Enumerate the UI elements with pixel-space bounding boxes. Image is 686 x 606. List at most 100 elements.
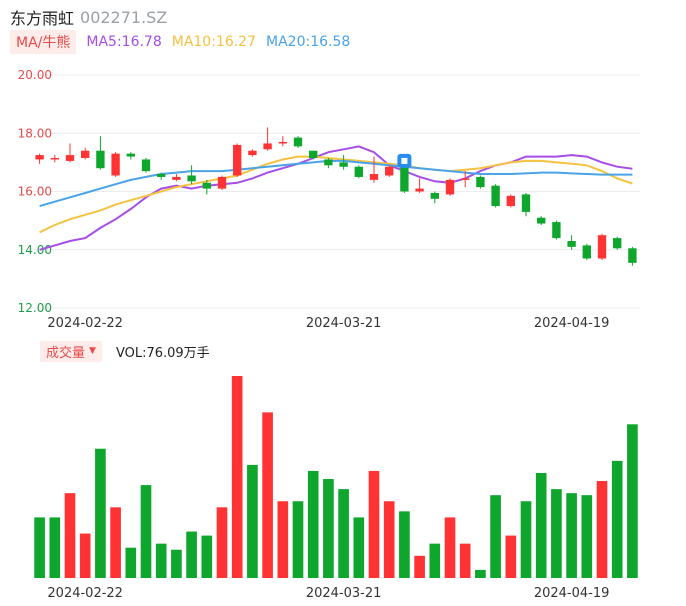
volume-bar <box>201 535 213 578</box>
volume-bar <box>520 501 532 578</box>
candle <box>157 172 166 180</box>
x-tick-label: 2024-04-19 <box>534 316 610 331</box>
candle-body <box>400 166 409 192</box>
candle-body <box>187 175 196 182</box>
candle-body <box>613 238 622 249</box>
candle <box>582 243 591 260</box>
candle <box>96 136 105 170</box>
volume-bar <box>323 479 334 578</box>
candle <box>172 174 181 182</box>
volume-bar <box>490 495 501 578</box>
candle-body <box>461 178 470 180</box>
candle-body <box>263 143 272 150</box>
volume-bar <box>140 485 152 578</box>
candle <box>50 155 59 163</box>
caret-down-icon: ▼ <box>89 346 96 356</box>
candle-body <box>385 166 394 176</box>
candle <box>461 171 470 188</box>
volume-bar <box>566 493 577 578</box>
candle-body <box>217 176 227 189</box>
candle <box>430 191 439 204</box>
volume-bar <box>95 448 106 578</box>
candle-body <box>126 153 135 157</box>
y-tick-label: 12.00 <box>18 301 52 315</box>
ma-indicator-selector[interactable]: MA/牛熊 <box>10 30 77 54</box>
volume-bar <box>216 507 228 578</box>
candle-body <box>552 222 561 239</box>
ma-line-ma5 <box>39 145 633 251</box>
volume-bar <box>34 517 45 578</box>
candle <box>126 152 135 160</box>
candle-body <box>506 195 515 207</box>
volume-bar <box>429 543 441 578</box>
volume-bar <box>627 424 638 578</box>
candle-body <box>278 141 287 144</box>
candle <box>35 153 44 164</box>
candle-body <box>141 159 151 172</box>
candle <box>309 150 318 160</box>
volume-bar <box>292 501 304 578</box>
volume-indicator-selector[interactable]: 成交量 ▼ <box>40 340 102 362</box>
candle <box>385 165 394 177</box>
candle-body <box>415 188 424 192</box>
volume-bar <box>444 517 456 578</box>
candle-body <box>309 150 318 159</box>
candle <box>491 184 500 208</box>
candle-body <box>521 194 531 212</box>
ma10-label: MA10:16.27 <box>171 34 257 50</box>
candle <box>263 127 272 151</box>
candle-body <box>233 144 242 176</box>
y-tick-label: 16.00 <box>18 185 52 199</box>
candle <box>552 220 561 240</box>
candle-body <box>324 159 333 166</box>
candle-body <box>369 174 379 180</box>
candle-body <box>293 137 303 147</box>
candle <box>613 236 622 250</box>
stock-code: 002271.SZ <box>80 7 168 27</box>
candle <box>233 143 242 177</box>
candle <box>415 178 424 193</box>
candle-body <box>537 217 546 224</box>
candle-body <box>445 179 455 195</box>
ma-line-ma10 <box>39 155 633 234</box>
volume-bar <box>49 517 61 578</box>
volume-bar <box>125 547 137 578</box>
candle <box>628 246 637 266</box>
event-marker-icon <box>397 153 412 168</box>
candle-body <box>111 153 120 176</box>
candle <box>597 233 607 260</box>
candle <box>111 152 120 177</box>
volume-bar <box>475 569 486 578</box>
volume-bar <box>353 517 365 578</box>
candle <box>65 143 75 163</box>
candle-body <box>96 150 105 169</box>
candle <box>324 158 333 169</box>
volume-bar <box>186 531 197 578</box>
volume-bar <box>110 507 121 578</box>
candle-body <box>339 162 348 167</box>
candle <box>248 149 257 157</box>
candle-body <box>35 155 44 160</box>
candle <box>141 158 151 173</box>
volume-bar <box>581 495 593 578</box>
x-tick-label: 2024-03-21 <box>306 316 382 331</box>
candle-body <box>491 185 500 207</box>
candle-body <box>597 235 607 259</box>
volume-bar <box>505 535 517 578</box>
candle <box>217 175 227 191</box>
volume-bar <box>171 549 182 578</box>
volume-bar <box>611 460 623 578</box>
volume-legend: 成交量 ▼ VOL:76.09万手 <box>40 340 210 362</box>
candle <box>567 235 576 250</box>
candle-body <box>202 182 211 189</box>
candle-body <box>248 150 257 156</box>
volume-bar <box>399 511 410 578</box>
candle-body <box>65 155 75 161</box>
volume-bar <box>277 501 289 578</box>
volume-bar <box>551 489 562 578</box>
y-tick-label: 18.00 <box>18 126 52 140</box>
candle-body <box>50 158 59 160</box>
candle <box>400 165 409 193</box>
candle <box>187 165 196 185</box>
